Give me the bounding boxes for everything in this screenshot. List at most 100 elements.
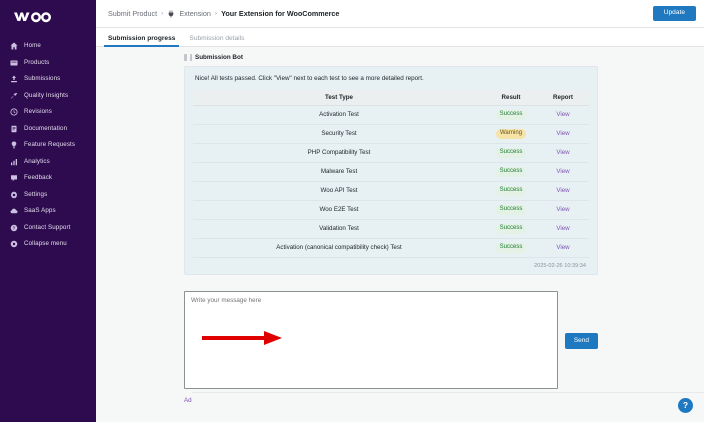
cell-test-type: PHP Compatibility Test — [193, 143, 485, 163]
content-area: Submission Bot Nice! All tests passed. C… — [96, 47, 704, 422]
submissions-icon — [9, 75, 18, 84]
sidebar-item-home[interactable]: Home — [0, 38, 96, 55]
cell-report: View — [537, 143, 589, 163]
cell-result: Success — [485, 219, 537, 239]
cell-result: Success — [485, 143, 537, 163]
cell-report: View — [537, 162, 589, 182]
sidebar-item-label: Feature Requests — [24, 141, 76, 149]
cell-report: View — [537, 200, 589, 220]
sidebar-item-label: Feedback — [24, 174, 53, 182]
status-badge: Warning — [495, 129, 527, 139]
column-header-result: Result — [485, 90, 537, 106]
submission-bot-header: Submission Bot — [96, 47, 704, 66]
sidebar-nav: Home Products Submissions Quality Insigh… — [0, 38, 96, 253]
products-icon — [9, 58, 18, 67]
cell-report: View — [537, 105, 589, 125]
cell-test-type: Security Test — [193, 124, 485, 144]
sidebar-item-label: Analytics — [24, 157, 50, 165]
cell-result: Success — [485, 238, 537, 258]
home-icon — [9, 42, 18, 51]
cloud-icon — [9, 207, 18, 216]
woo-logo[interactable] — [0, 0, 96, 32]
status-badge: Success — [495, 242, 527, 253]
sidebar-item-label: Documentation — [24, 124, 68, 132]
sidebar-item-feature-requests[interactable]: Feature Requests — [0, 137, 96, 154]
table-row: Woo API Test Success View — [193, 181, 589, 201]
cell-result: Success — [485, 162, 537, 182]
message-composer: Send Add a file to your message ▾ — [184, 290, 598, 407]
status-badge: Success — [495, 148, 527, 158]
table-row: Activation (canonical compatibility chec… — [193, 238, 589, 258]
view-report-link[interactable]: View — [556, 168, 570, 176]
status-badge: Success — [495, 167, 527, 177]
cell-report: View — [537, 238, 589, 258]
view-report-link[interactable]: View — [556, 244, 570, 252]
sidebar-item-settings[interactable]: Settings — [0, 187, 96, 204]
sidebar-item-products[interactable]: Products — [0, 55, 96, 72]
test-results-body: Activation Test Success View Security Te… — [193, 105, 589, 258]
cell-result: Success — [485, 200, 537, 220]
sidebar-item-label: Home — [24, 42, 41, 50]
send-button[interactable]: Send — [564, 332, 598, 350]
table-header-row: Test Type Result Report — [193, 90, 589, 106]
revisions-clock-icon — [9, 108, 18, 117]
view-report-link[interactable]: View — [556, 130, 570, 138]
status-badge: Success — [495, 224, 527, 234]
cell-test-type: Woo API Test — [193, 181, 485, 201]
woo-logo-icon — [14, 11, 51, 22]
status-badge: Success — [495, 205, 527, 215]
view-report-link[interactable]: View — [556, 225, 570, 233]
sidebar-item-quality-insights[interactable]: Quality Insights — [0, 88, 96, 105]
sidebar-item-documentation[interactable]: Documentation — [0, 121, 96, 138]
column-header-report: Report — [537, 90, 589, 106]
sidebar-item-label: Revisions — [24, 108, 52, 116]
sidebar-item-contact-support[interactable]: ? Contact Support — [0, 220, 96, 237]
sidebar-item-label: SaaS Apps — [24, 207, 56, 215]
test-results-table: Test Type Result Report Activation Test … — [193, 90, 589, 258]
sidebar-item-feedback[interactable]: Feedback — [0, 170, 96, 187]
table-row: Security Test Warning View — [193, 124, 589, 144]
cell-result: Warning — [485, 124, 537, 144]
bottom-strip — [192, 392, 704, 422]
cell-test-type: Woo E2E Test — [193, 200, 485, 220]
sidebar-item-analytics[interactable]: Analytics — [0, 154, 96, 171]
view-report-link[interactable]: View — [556, 149, 570, 157]
sidebar-item-label: Collapse menu — [24, 240, 67, 248]
view-report-link[interactable]: View — [556, 111, 570, 119]
plug-icon — [167, 10, 175, 18]
sidebar-item-submissions[interactable]: Submissions — [0, 71, 96, 88]
bot-avatar-mark-icon — [184, 54, 187, 61]
message-input[interactable] — [184, 290, 558, 389]
svg-text:?: ? — [12, 225, 15, 230]
sidebar-item-label: Products — [24, 58, 50, 66]
tab-submission-details[interactable]: Submission details — [189, 35, 245, 42]
breadcrumb-item-extension[interactable]: Extension — [179, 9, 211, 18]
settings-gear-icon — [9, 190, 18, 199]
help-button[interactable]: ? — [678, 398, 693, 413]
table-row: Activation Test Success View — [193, 105, 589, 125]
table-row: Malware Test Success View — [193, 162, 589, 182]
update-button[interactable]: Update — [652, 6, 696, 21]
cell-test-type: Activation Test — [193, 105, 485, 125]
cell-report: View — [537, 219, 589, 239]
cell-test-type: Validation Test — [193, 219, 485, 239]
cell-test-type: Activation (canonical compatibility chec… — [193, 238, 485, 258]
tab-submission-progress[interactable]: Submission progress — [103, 35, 180, 47]
sidebar-item-revisions[interactable]: Revisions — [0, 104, 96, 121]
cell-result: Success — [485, 105, 537, 125]
breadcrumb-separator: › — [161, 10, 164, 17]
sidebar-item-label: Quality Insights — [24, 91, 69, 99]
analytics-bars-icon — [9, 157, 18, 166]
table-row: Woo E2E Test Success View — [193, 200, 589, 220]
sidebar-item-collapse-menu[interactable]: Collapse menu — [0, 236, 96, 253]
breadcrumb-item-submit-product[interactable]: Submit Product — [108, 9, 158, 18]
cell-test-type: Malware Test — [193, 162, 485, 182]
tab-bar: Submission progress Submission details — [96, 28, 704, 47]
message-row: Send — [184, 290, 598, 389]
table-row: PHP Compatibility Test Success View — [193, 143, 589, 163]
view-report-link[interactable]: View — [556, 206, 570, 214]
view-report-link[interactable]: View — [556, 187, 570, 195]
sidebar-item-label: Submissions — [24, 75, 61, 83]
sidebar-item-saas-apps[interactable]: SaaS Apps — [0, 203, 96, 220]
